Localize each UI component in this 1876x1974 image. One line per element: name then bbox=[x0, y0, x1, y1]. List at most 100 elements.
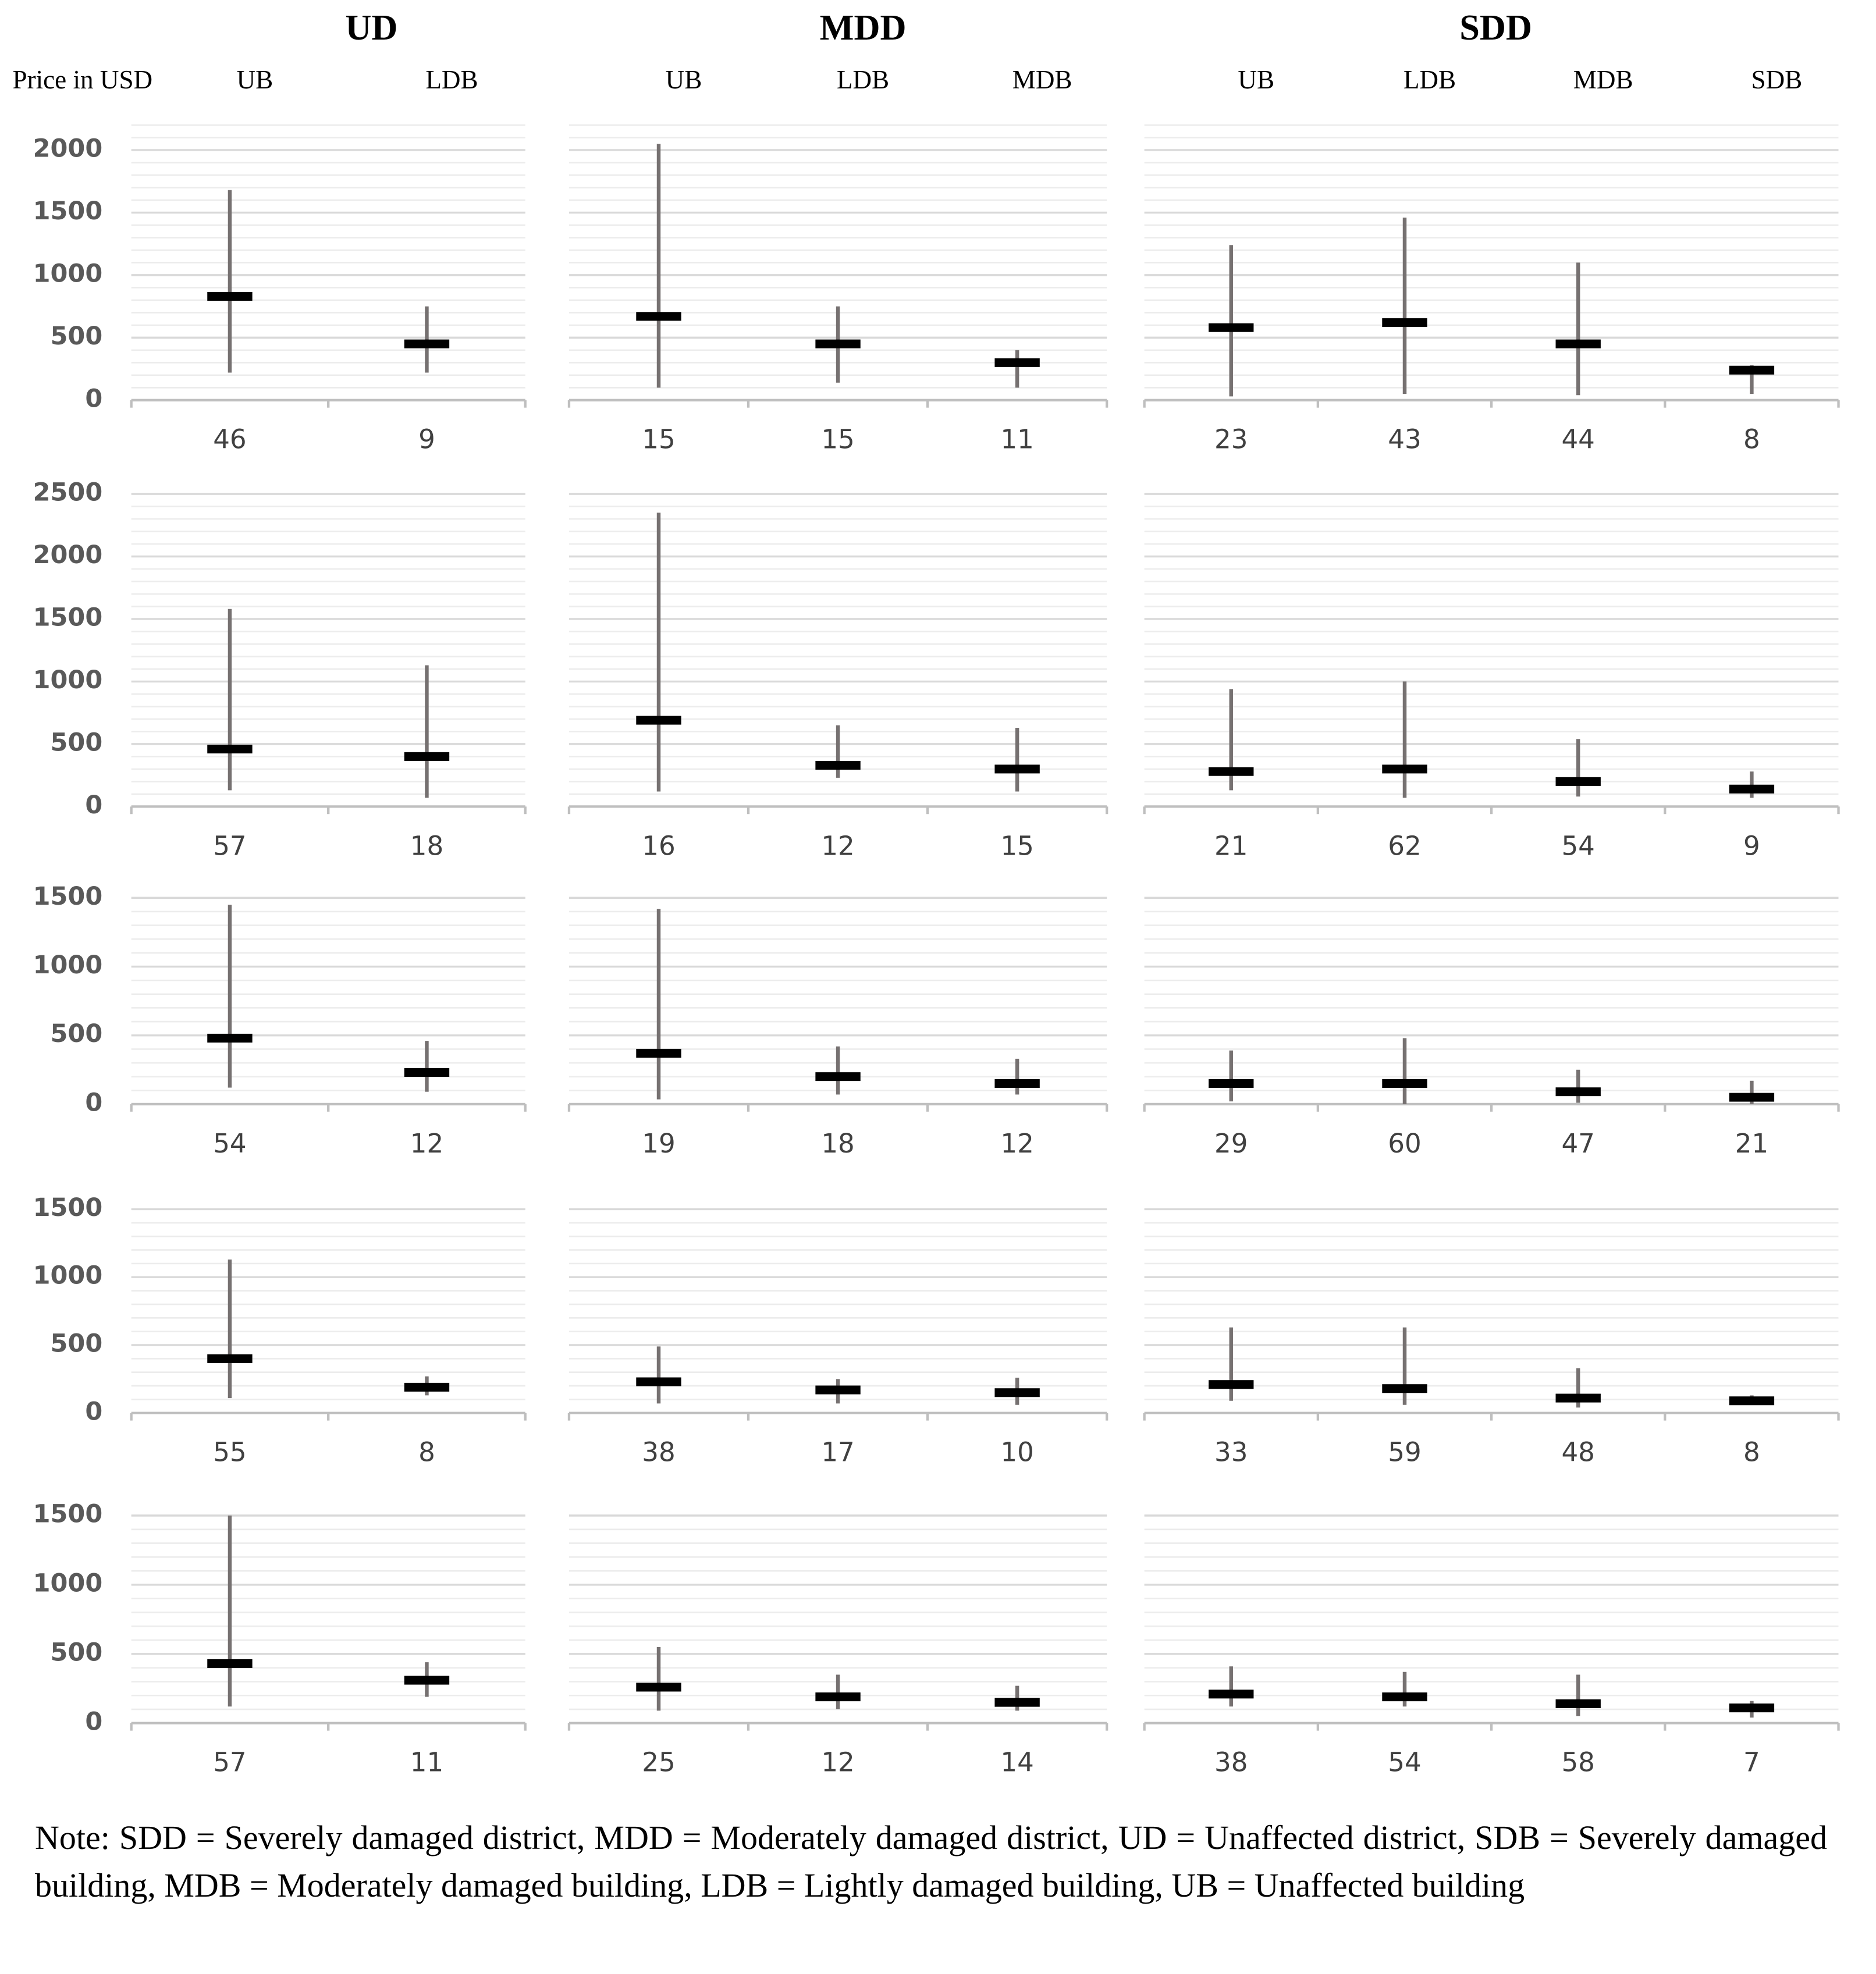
x-tick-label: 33 bbox=[1214, 1437, 1248, 1468]
column-title: UD bbox=[345, 8, 397, 48]
x-tick-label: 21 bbox=[1735, 1128, 1768, 1159]
y-tick-label: 1000 bbox=[33, 951, 103, 980]
mean-marker bbox=[994, 358, 1040, 367]
column-title: MDD bbox=[820, 8, 907, 48]
group-label: UB bbox=[666, 65, 702, 94]
y-tick-label: 500 bbox=[51, 1329, 103, 1358]
y-tick-label: 2500 bbox=[33, 478, 103, 507]
group-label: UB bbox=[1238, 65, 1274, 94]
mean-marker bbox=[815, 1385, 861, 1395]
x-tick-label: 48 bbox=[1561, 1437, 1594, 1468]
x-tick-label: 12 bbox=[821, 1747, 854, 1778]
x-tick-label: 8 bbox=[1743, 1437, 1760, 1468]
mean-marker bbox=[1729, 784, 1775, 794]
x-tick-label: 15 bbox=[821, 424, 854, 455]
y-tick-label: 1500 bbox=[33, 603, 103, 632]
mean-marker bbox=[1729, 1093, 1775, 1102]
mean-marker bbox=[1209, 323, 1254, 332]
mean-marker bbox=[207, 1659, 253, 1669]
y-tick-label: 500 bbox=[51, 322, 103, 351]
x-tick-label: 15 bbox=[642, 424, 675, 455]
y-tick-label: 1500 bbox=[33, 197, 103, 226]
x-tick-label: 9 bbox=[1743, 830, 1760, 861]
y-tick-label: 1000 bbox=[33, 1261, 103, 1290]
mean-marker bbox=[1555, 1087, 1601, 1097]
x-tick-label: 57 bbox=[213, 1747, 246, 1778]
x-tick-label: 14 bbox=[1000, 1747, 1033, 1778]
x-tick-label: 18 bbox=[410, 830, 443, 861]
x-tick-label: 10 bbox=[1000, 1437, 1033, 1468]
group-label: MDB bbox=[1012, 65, 1072, 94]
y-tick-label: 1500 bbox=[33, 1193, 103, 1222]
mean-marker bbox=[815, 1692, 861, 1702]
x-tick-label: 16 bbox=[642, 830, 675, 861]
group-label: SDB bbox=[1751, 65, 1802, 94]
y-tick-label: 1500 bbox=[33, 1500, 103, 1529]
x-tick-label: 54 bbox=[1388, 1747, 1421, 1778]
mean-marker bbox=[1382, 1079, 1427, 1088]
x-tick-label: 12 bbox=[821, 830, 854, 861]
x-tick-label: 44 bbox=[1561, 424, 1594, 455]
x-tick-label: 38 bbox=[642, 1437, 675, 1468]
x-tick-label: 9 bbox=[418, 424, 435, 455]
note: Note: SDD = Severely damaged district, M… bbox=[35, 1819, 1827, 1904]
mean-marker bbox=[636, 716, 681, 725]
x-tick-label: 29 bbox=[1214, 1128, 1248, 1159]
mean-marker bbox=[1209, 1690, 1254, 1699]
mean-marker bbox=[1555, 1393, 1601, 1403]
x-tick-label: 23 bbox=[1214, 424, 1248, 455]
group-label: UB bbox=[237, 65, 273, 94]
x-tick-label: 54 bbox=[1561, 830, 1594, 861]
mean-marker bbox=[1729, 1396, 1775, 1406]
mean-marker bbox=[404, 339, 450, 348]
x-tick-label: 19 bbox=[642, 1128, 675, 1159]
mean-marker bbox=[207, 1033, 253, 1043]
mean-marker bbox=[1209, 1079, 1254, 1088]
x-tick-label: 47 bbox=[1561, 1128, 1594, 1159]
y-tick-label: 0 bbox=[85, 1088, 102, 1117]
x-tick-label: 54 bbox=[213, 1128, 246, 1159]
y-tick-label: 500 bbox=[51, 1638, 103, 1667]
mean-marker bbox=[1555, 1699, 1601, 1709]
y-tick-label: 1000 bbox=[33, 1568, 103, 1598]
mean-marker bbox=[636, 1048, 681, 1058]
mean-marker bbox=[1382, 1384, 1427, 1393]
mean-marker bbox=[636, 1377, 681, 1386]
mean-marker bbox=[994, 764, 1040, 774]
mean-marker bbox=[815, 760, 861, 770]
x-tick-label: 55 bbox=[213, 1437, 246, 1468]
mean-marker bbox=[636, 312, 681, 321]
mean-marker bbox=[815, 339, 861, 348]
mean-marker bbox=[207, 744, 253, 754]
x-tick-label: 12 bbox=[410, 1128, 443, 1159]
x-tick-label: 25 bbox=[642, 1747, 675, 1778]
mean-marker bbox=[207, 291, 253, 301]
mean-marker bbox=[1729, 365, 1775, 375]
y-tick-label: 0 bbox=[85, 1707, 102, 1736]
group-label: MDB bbox=[1573, 65, 1633, 94]
y-tick-label: 0 bbox=[85, 384, 102, 413]
y-tick-label: 500 bbox=[51, 728, 103, 757]
x-tick-label: 15 bbox=[1000, 830, 1033, 861]
x-tick-label: 57 bbox=[213, 830, 246, 861]
group-label: LDB bbox=[1404, 65, 1456, 94]
mean-marker bbox=[404, 1382, 450, 1392]
mean-marker bbox=[994, 1079, 1040, 1088]
y-tick-label: 2000 bbox=[33, 134, 103, 163]
mean-marker bbox=[994, 1698, 1040, 1707]
y-tick-label: 0 bbox=[85, 1397, 102, 1426]
x-tick-label: 12 bbox=[1000, 1128, 1033, 1159]
x-tick-label: 7 bbox=[1743, 1747, 1760, 1778]
x-tick-label: 11 bbox=[410, 1747, 443, 1778]
mean-marker bbox=[1555, 777, 1601, 786]
x-tick-label: 43 bbox=[1388, 424, 1421, 455]
mean-marker bbox=[1209, 767, 1254, 776]
y-tick-label: 500 bbox=[51, 1019, 103, 1048]
x-tick-label: 11 bbox=[1000, 424, 1033, 455]
y-tick-label: 2000 bbox=[33, 540, 103, 570]
mean-marker bbox=[1382, 1692, 1427, 1702]
mean-marker bbox=[1382, 318, 1427, 328]
mean-marker bbox=[994, 1388, 1040, 1397]
x-tick-label: 8 bbox=[1743, 424, 1760, 455]
